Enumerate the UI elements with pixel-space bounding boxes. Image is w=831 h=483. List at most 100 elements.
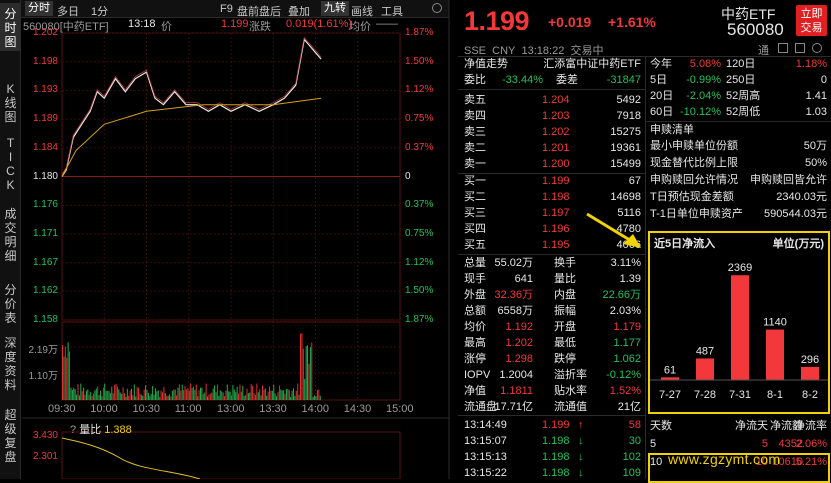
- volume-bar: [183, 390, 185, 400]
- toolbar-tab-6[interactable]: 九转: [321, 1, 349, 16]
- reference-line: [61, 36, 322, 175]
- intraday-chart[interactable]: [0, 0, 458, 479]
- price-tick: 1.171: [32, 227, 58, 239]
- arrow-down-icon: ↓: [578, 435, 584, 447]
- volume-bar: [295, 390, 297, 400]
- perf-row: 60日 -10.12% 52周低 1.03: [646, 104, 831, 120]
- volume-bar: [260, 395, 262, 400]
- toolbar-tab-3[interactable]: F9: [220, 3, 233, 15]
- watermark: www.zgzymt.com: [668, 451, 781, 467]
- toolbar-tab-5[interactable]: 叠加: [288, 6, 310, 18]
- volume-bar: [231, 395, 232, 400]
- volume-bar: [201, 387, 203, 400]
- toolbar-tab-0[interactable]: 分时: [25, 1, 53, 16]
- vtab-5[interactable]: 深度资料: [4, 336, 17, 392]
- volume-bar: [92, 393, 94, 400]
- inflow-category-label: 8-2: [802, 389, 818, 401]
- pct-tick: 0: [405, 170, 411, 182]
- volume-bar: [274, 393, 276, 400]
- perf-row: 5日 -0.99% 250日 0: [646, 72, 831, 88]
- volume-bar: [167, 395, 169, 400]
- arrow-up-icon: ↑: [578, 419, 584, 431]
- volume-bar: [95, 388, 97, 400]
- perf-value: -10.12%: [680, 106, 721, 118]
- stat-label: 量比: [554, 273, 576, 285]
- volume-tick: 1.10万: [28, 371, 58, 382]
- vtab-0[interactable]: 分时图: [0, 3, 21, 51]
- pct-tick: 0.37%: [405, 141, 434, 153]
- volume-bar: [171, 390, 173, 400]
- price-label: 价: [161, 21, 172, 33]
- volume-bar: [197, 396, 199, 400]
- close-icon[interactable]: [432, 3, 442, 13]
- volume-bar: [123, 393, 125, 400]
- volume-bar: [277, 392, 279, 400]
- time-tick: 11:00: [174, 403, 202, 415]
- stat-label: 最高: [464, 337, 486, 349]
- price-change: +0.019: [548, 14, 592, 30]
- perf-label: 52周高: [726, 90, 761, 102]
- stat-value: 32.36万: [494, 289, 533, 301]
- volume-bar: [287, 388, 289, 400]
- volume-bar: [119, 392, 121, 400]
- redeem-row: 申购赎回允许情况 申购赎回皆允许: [646, 172, 831, 188]
- flow-cell: 10: [755, 456, 768, 468]
- volume-bar: [84, 394, 86, 400]
- volume-bar: [315, 396, 317, 400]
- volume-bar: [133, 384, 135, 400]
- time-tick: 10:00: [90, 403, 118, 415]
- toolbar-tab-1[interactable]: 多日: [57, 6, 79, 18]
- inflow-value-label: 487: [696, 345, 714, 357]
- perf-row: 今年 5.08% 120日 1.18%: [646, 56, 831, 72]
- volume-bar: [222, 392, 224, 400]
- volume-bar: [114, 384, 116, 400]
- pct-tick: 1.12%: [405, 256, 434, 268]
- volume-bar: [307, 345, 309, 400]
- volume-bar: [109, 393, 111, 400]
- redeem-row: 最小申赎单位份额 50万: [646, 138, 831, 154]
- toolbar-tab-7[interactable]: 画线: [351, 6, 373, 18]
- help-icon[interactable]: ?: [70, 424, 77, 436]
- trade-now-button[interactable]: 立即交易: [796, 5, 827, 36]
- volume-bar: [83, 387, 85, 400]
- price-change-pct: +1.61%: [608, 14, 656, 30]
- time-tick: 14:00: [301, 403, 330, 415]
- price-tick: 1.202: [32, 27, 58, 38]
- tick-time: 13:15:07: [464, 435, 507, 447]
- ratio-value: 1.388: [104, 424, 132, 436]
- volume-bar: [181, 384, 183, 400]
- volume-bar: [64, 346, 66, 400]
- volume-bar: [209, 393, 211, 400]
- volume-bar: [77, 383, 79, 400]
- redeem-label: 最小申赎单位份额: [650, 140, 738, 152]
- edit-icon[interactable]: [778, 43, 788, 53]
- toolbar-tab-8[interactable]: 工具: [381, 6, 403, 18]
- quote-time: 13:18:22: [521, 45, 565, 57]
- fund-full-name: 汇添富中证中药ETF: [543, 58, 641, 70]
- volume-bar: [263, 389, 265, 400]
- bid-volume: 67: [628, 175, 641, 187]
- toolbar-tab-4[interactable]: 盘前盘后: [237, 6, 281, 18]
- volume-bar: [225, 390, 227, 400]
- bid-label: 买一: [464, 175, 486, 187]
- vtab-4[interactable]: 分价表: [4, 283, 17, 325]
- vtab-3[interactable]: 成交明细: [4, 207, 17, 263]
- volume-bar: [62, 345, 63, 400]
- pct-tick: 1.50%: [405, 55, 434, 67]
- volume-bar: [256, 383, 258, 400]
- volume-bar: [297, 383, 299, 400]
- stat-value: 3.11%: [610, 257, 641, 269]
- stat-label: 跌停: [554, 353, 576, 365]
- lock-icon[interactable]: [795, 43, 805, 53]
- toolbar-tab-2[interactable]: 1分: [91, 6, 109, 18]
- flow-header: 净流率: [794, 420, 827, 432]
- inflow-bar: [661, 377, 679, 380]
- vtab-6[interactable]: 超级复盘: [4, 408, 17, 464]
- avg-label: 均价: [349, 21, 371, 33]
- volume-bar: [319, 395, 321, 400]
- weicha-label: 委差: [556, 74, 578, 86]
- add-icon[interactable]: [812, 43, 822, 53]
- volume-bar: [259, 389, 261, 400]
